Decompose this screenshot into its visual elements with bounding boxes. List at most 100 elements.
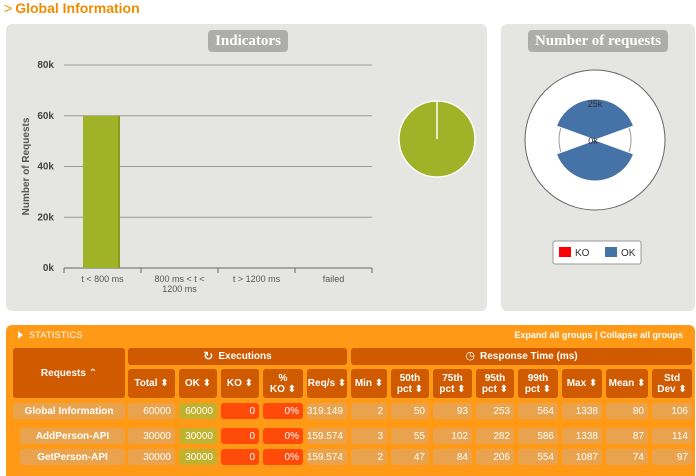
table-cell: 80 (606, 403, 648, 419)
table-cell: 55 (391, 428, 429, 444)
statistics-panel: STATISTICS Expand all groups | Collapse … (6, 325, 695, 476)
bar-shade (118, 115, 120, 268)
table-cell: 2 (351, 449, 387, 465)
table-cell: 1338 (562, 403, 602, 419)
column-header[interactable]: KO ⬍ (221, 369, 259, 398)
table-cell: 253 (476, 403, 514, 419)
column-header[interactable]: Req/s ⬍ (307, 369, 347, 398)
table-cell: 30000 (128, 449, 175, 465)
y-tick-label: 0k (43, 263, 55, 274)
table-cell: 30000 (128, 428, 175, 444)
table-cell: 0 (221, 449, 259, 465)
section-title: > Global Information (4, 0, 140, 18)
table-cell: 1338 (562, 428, 602, 444)
ring-label: 0k (588, 136, 598, 146)
bar (83, 115, 120, 268)
clock-icon: ◷ (465, 350, 475, 362)
column-header[interactable]: 95th pct ⬍ (476, 369, 514, 398)
column-header[interactable]: Total ⬍ (128, 369, 175, 398)
ok-slice (555, 98, 635, 182)
legend-label: KO (575, 248, 590, 259)
legend-swatch (605, 247, 617, 257)
legend-swatch (559, 247, 571, 257)
legend-box (552, 240, 642, 265)
x-tick-label: 1200 ms (162, 284, 197, 294)
statistics-table: Requests ⌃ ↻ Executions ◷ Response Time (ms)… (6, 325, 695, 476)
expand-triangle-icon[interactable] (18, 331, 23, 339)
column-header[interactable]: 50th pct ⬍ (391, 369, 429, 398)
table-cell: 282 (476, 428, 514, 444)
table-cell: 60000 (128, 403, 175, 419)
table-cell: 586 (518, 428, 558, 444)
table-cell: 30000 (179, 428, 217, 444)
indicators-chart: 0k 20k 40k 60k 80k Number of Requests t < 800 … (21, 60, 476, 294)
request-name[interactable]: AddPerson-API (20, 428, 125, 444)
table-cell: 84 (433, 449, 472, 465)
column-header[interactable]: % KO ⬍ (263, 369, 303, 398)
links-separator: | (592, 330, 600, 340)
column-header[interactable]: Std Dev ⬍ (652, 369, 692, 398)
column-header[interactable]: 99th pct ⬍ (518, 369, 558, 398)
table-cell: 102 (433, 428, 472, 444)
refresh-icon: ↻ (203, 349, 214, 363)
table-cell: 50 (391, 403, 429, 419)
table-cell: 564 (518, 403, 558, 419)
chevron-right-icon: > (4, 0, 13, 16)
requests-header: Number of requests (528, 30, 668, 52)
column-header[interactable]: 75th pct ⬍ (433, 369, 472, 398)
y-tick-label: 40k (37, 162, 54, 173)
table-cell: 60000 (179, 403, 217, 419)
ring-label: 25k (588, 99, 603, 109)
table-cell: 206 (476, 449, 514, 465)
y-tick-label: 60k (37, 111, 54, 122)
table-cell: 74 (606, 449, 648, 465)
statistics-bar: STATISTICS Expand all groups | Collapse … (6, 325, 695, 345)
x-tick-label: t < 800 ms (81, 274, 124, 284)
legend-label: OK (621, 248, 636, 259)
table-cell: 1087 (562, 449, 602, 465)
table-cell: 87 (606, 428, 648, 444)
executions-group-header: ↻ Executions (128, 348, 347, 365)
table-cell: 0% (263, 403, 303, 419)
requests-panel: Number of requests 25k 0k KO OK (501, 24, 695, 311)
table-cell: 47 (391, 449, 429, 465)
x-tick-label: 800 ms < t < (154, 274, 204, 284)
column-header[interactable]: Mean ⬍ (606, 369, 648, 398)
y-tick-label: 20k (37, 212, 54, 223)
requests-chart: 25k 0k KO OK (524, 69, 666, 265)
table-cell: 114 (652, 428, 692, 444)
table-cell: 554 (518, 449, 558, 465)
group-links: Expand all groups | Collapse all groups (514, 330, 683, 340)
requests-column-header[interactable]: Requests ⌃ (13, 348, 125, 398)
response-time-group-header: ◷ Response Time (ms) (351, 348, 692, 365)
table-cell: 2 (351, 403, 387, 419)
statistics-title-text: STATISTICS (29, 330, 83, 340)
table-cell: 97 (652, 449, 692, 465)
indicators-header: Indicators (208, 30, 288, 52)
statistics-title[interactable]: STATISTICS (18, 330, 83, 340)
x-tick-label: t > 1200 ms (233, 274, 281, 284)
table-cell: 0 (221, 403, 259, 419)
column-header[interactable]: Min ⬍ (351, 369, 387, 398)
request-name[interactable]: GetPerson-API (20, 449, 125, 465)
column-header[interactable]: Max ⬍ (562, 369, 602, 398)
table-cell: 30000 (179, 449, 217, 465)
table-cell: 0% (263, 428, 303, 444)
table-cell: 106 (652, 403, 692, 419)
table-cell: 3 (351, 428, 387, 444)
section-title-text: Global Information (15, 0, 140, 16)
indicators-panel: Indicators 0k 20k 40k 60k 80k Number of Reque… (6, 24, 487, 311)
table-cell: 319.149 (307, 403, 347, 419)
table-cell: 0 (221, 428, 259, 444)
column-header[interactable]: OK ⬍ (179, 369, 217, 398)
y-tick-label: 80k (37, 60, 54, 71)
request-name[interactable]: Global Information (13, 403, 125, 419)
table-cell: 93 (433, 403, 472, 419)
y-axis-label: Number of Requests (21, 117, 32, 215)
table-cell: 159.574 (307, 428, 347, 444)
x-tick-label: failed (323, 274, 345, 284)
collapse-all-link[interactable]: Collapse all groups (599, 330, 683, 340)
table-cell: 159.574 (307, 449, 347, 465)
table-cell: 0% (263, 449, 303, 465)
expand-all-link[interactable]: Expand all groups (514, 330, 593, 340)
